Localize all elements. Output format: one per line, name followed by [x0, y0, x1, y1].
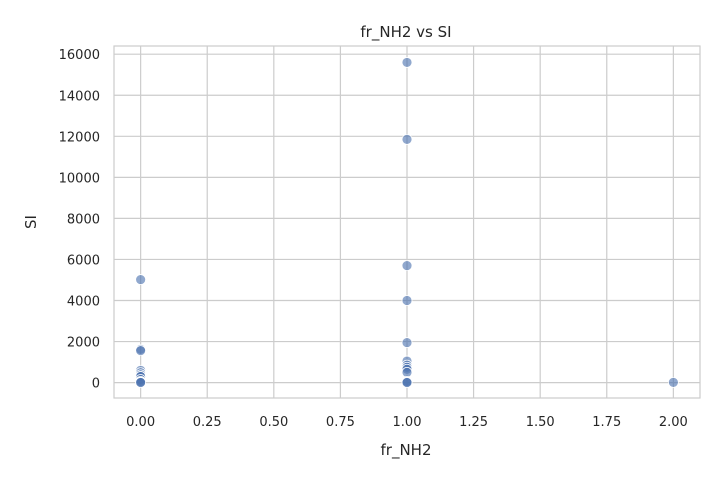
- chart-title: fr_NH2 vs SI: [360, 23, 451, 42]
- y-tick-label: 12000: [59, 130, 100, 145]
- y-tick-label: 16000: [59, 48, 100, 63]
- data-point: [667, 377, 679, 388]
- data-point: [401, 295, 413, 306]
- data-point: [401, 260, 413, 272]
- data-point: [401, 366, 413, 378]
- y-axis-ticks: 0 2000 4000 6000 8000 10000 12000 14000 16000: [59, 48, 100, 391]
- x-tick-label: 1.75: [592, 415, 621, 430]
- data-point: [135, 377, 147, 388]
- x-tick-label: 0.25: [193, 415, 222, 430]
- x-tick-label: 0.75: [326, 415, 355, 430]
- data-point: [401, 377, 413, 388]
- y-tick-label: 8000: [67, 212, 100, 227]
- x-tick-label: 2.00: [659, 415, 688, 430]
- y-tick-label: 10000: [59, 171, 100, 186]
- x-tick-label: 1.00: [393, 415, 422, 430]
- plot-frame: [113, 45, 701, 399]
- x-tick-label: 1.25: [459, 415, 488, 430]
- y-tick-label: 14000: [59, 89, 100, 104]
- y-tick-label: 6000: [67, 253, 100, 268]
- x-tick-label: 0.00: [126, 415, 155, 430]
- x-tick-label: 1.50: [526, 415, 555, 430]
- y-tick-label: 0: [92, 377, 100, 392]
- data-points: [135, 57, 679, 388]
- data-point: [401, 337, 413, 348]
- y-axis-label: SI: [22, 215, 40, 229]
- data-point: [135, 274, 147, 285]
- data-point: [401, 133, 413, 145]
- grid: [114, 46, 700, 398]
- x-tick-label: 0.50: [259, 415, 288, 430]
- y-tick-label: 2000: [67, 336, 100, 351]
- x-axis-ticks: 0.00 0.25 0.50 0.75 1.00 1.25 1.50 1.75 2.00: [126, 415, 688, 430]
- data-point: [135, 345, 147, 356]
- y-tick-label: 4000: [67, 295, 100, 310]
- data-point: [401, 57, 413, 68]
- x-axis-label: fr_NH2: [381, 441, 432, 460]
